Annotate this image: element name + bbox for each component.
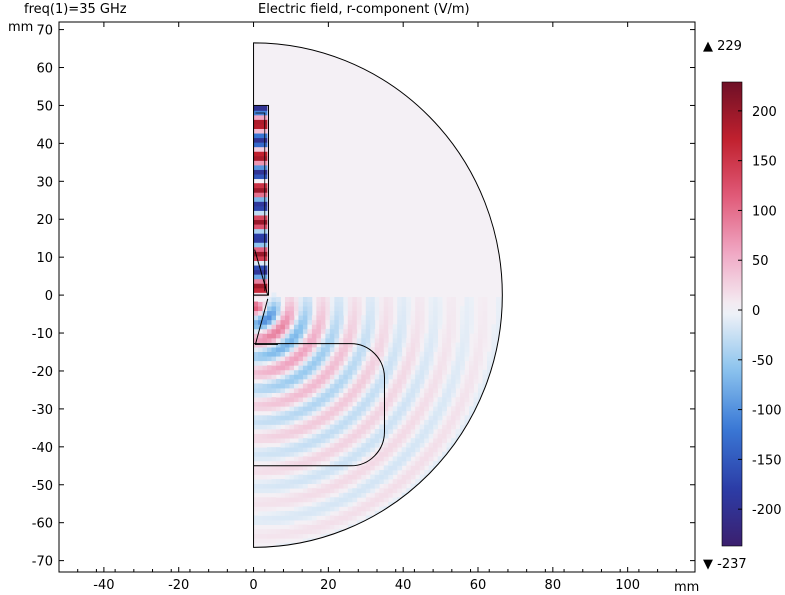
parameter-label: freq(1)=35 GHz: [24, 2, 127, 17]
colorbar-max-label: ▲ 229: [703, 39, 742, 54]
colorbar-tick-label: 0: [752, 304, 760, 319]
y-tick-label: -30: [32, 403, 53, 418]
colorbar-bar: [721, 81, 743, 547]
y-tick-label: -20: [32, 365, 53, 380]
y-tick-label: -60: [32, 517, 53, 532]
x-tick-label: -40: [93, 578, 114, 593]
horn-inner-wall: [255, 112, 266, 292]
colorbar-tick-label: -150: [752, 453, 782, 468]
plot-title: Electric field, r-component (V/m): [258, 2, 470, 17]
x-tick-label: 100: [615, 578, 640, 593]
feed-taper: [253, 249, 278, 345]
x-unit-label: mm: [674, 580, 699, 595]
outer-boundary: [253, 42, 503, 548]
colorbar-max-value: 229: [717, 39, 742, 54]
y-tick-label: 10: [36, 251, 53, 266]
colorbar-tick-label: -50: [752, 354, 773, 369]
colorbar-min-value: -237: [717, 557, 747, 572]
x-tick-label: -20: [168, 578, 189, 593]
y-tick-label: -10: [32, 327, 53, 342]
y-unit-label: mm: [8, 20, 33, 35]
y-tick-label: 50: [36, 99, 53, 114]
y-tick-label: 20: [36, 213, 53, 228]
y-tick-label: 40: [36, 137, 53, 152]
y-tick-label: 0: [45, 289, 53, 304]
y-tick-label: 70: [36, 24, 53, 39]
colorbar: 200 150 100 50 0 -50 -100 -150 -200: [721, 81, 782, 547]
y-tick-label: -40: [32, 441, 53, 456]
y-tick-label: 60: [36, 62, 53, 77]
x-tick-label: 80: [545, 578, 562, 593]
colorbar-tick-label: 150: [752, 155, 777, 170]
colorbar-min-label: ▼ -237: [703, 557, 747, 572]
colorbar-tick-label: -100: [752, 404, 782, 419]
field-heatmap: [253, 42, 503, 548]
x-tick-label: 0: [249, 578, 257, 593]
colorbar-tick-label: -200: [752, 503, 782, 518]
x-tick-label: 60: [470, 578, 487, 593]
y-tick-label: -70: [32, 555, 53, 570]
lens-body-outline: [253, 343, 385, 467]
colorbar-tick-label: 100: [752, 204, 777, 219]
down-triangle-icon: ▼: [703, 557, 713, 572]
field-cells: [253, 42, 503, 548]
x-tick-label: 20: [320, 578, 337, 593]
y-tick-label: -50: [32, 479, 53, 494]
x-tick-label: 40: [395, 578, 412, 593]
colorbar-tick-label: 50: [752, 254, 769, 269]
geometry-outlines: [253, 42, 503, 548]
axes: -40 -20 0 20 40 60 80 100706050403020100-10-20-…: [8, 20, 699, 595]
up-triangle-icon: ▲: [703, 39, 713, 54]
colorbar-tick-label: 200: [752, 105, 777, 120]
y-tick-label: 30: [36, 175, 53, 190]
